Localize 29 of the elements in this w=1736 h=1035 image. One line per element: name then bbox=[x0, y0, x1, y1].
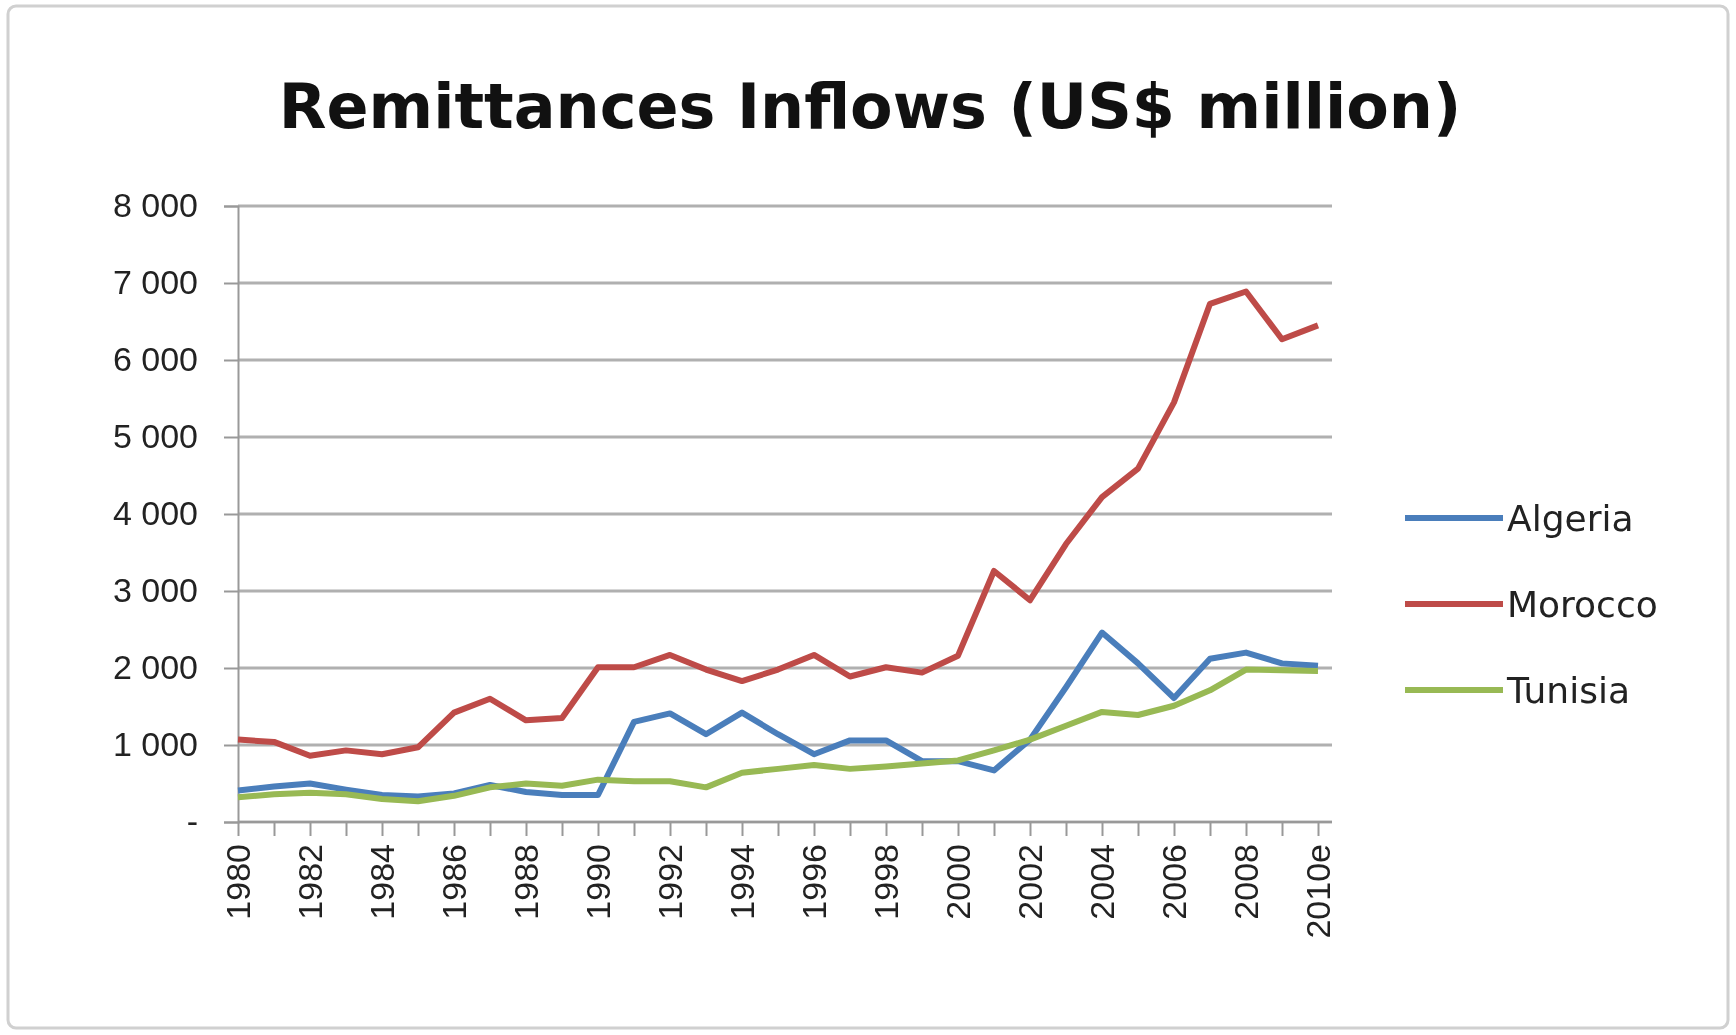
x-tick-label: 2004 bbox=[1083, 844, 1122, 920]
x-tick-label: 1996 bbox=[795, 844, 834, 920]
x-tick-label: 2002 bbox=[1011, 844, 1050, 920]
y-tick-label: 2 000 bbox=[112, 648, 198, 687]
y-tick-label: 1 000 bbox=[112, 725, 198, 764]
x-tick-label: 2010e bbox=[1299, 844, 1338, 939]
x-tick-label: 1998 bbox=[867, 844, 906, 920]
y-tick-label: 6 000 bbox=[112, 340, 198, 379]
chart-title: Remittances Inflows (US$ million) bbox=[278, 70, 1462, 143]
x-tick-label: 1986 bbox=[435, 844, 474, 920]
x-tick-label: 1984 bbox=[363, 844, 402, 920]
y-tick-label: 4 000 bbox=[112, 494, 198, 533]
legend-label: Morocco bbox=[1507, 583, 1658, 625]
y-tick-label: 7 000 bbox=[112, 263, 198, 302]
x-tick-label: 1990 bbox=[579, 844, 618, 920]
x-tick-label: 1980 bbox=[219, 844, 258, 920]
x-tick-label: 2000 bbox=[939, 844, 978, 920]
x-tick-label: 2006 bbox=[1155, 844, 1194, 920]
legend-label: Tunisia bbox=[1506, 669, 1630, 711]
x-tick-label: 1982 bbox=[291, 844, 330, 920]
y-tick-label: 3 000 bbox=[112, 571, 198, 610]
x-tick-label: 1994 bbox=[723, 844, 762, 920]
y-tick-label: 8 000 bbox=[112, 186, 198, 225]
legend-label: Algeria bbox=[1507, 497, 1634, 539]
y-tick-label: 5 000 bbox=[112, 417, 198, 456]
x-tick-label: 2008 bbox=[1227, 844, 1266, 920]
y-tick-label: - bbox=[186, 802, 198, 841]
x-tick-label: 1992 bbox=[651, 844, 690, 920]
x-tick-label: 1988 bbox=[507, 844, 546, 920]
